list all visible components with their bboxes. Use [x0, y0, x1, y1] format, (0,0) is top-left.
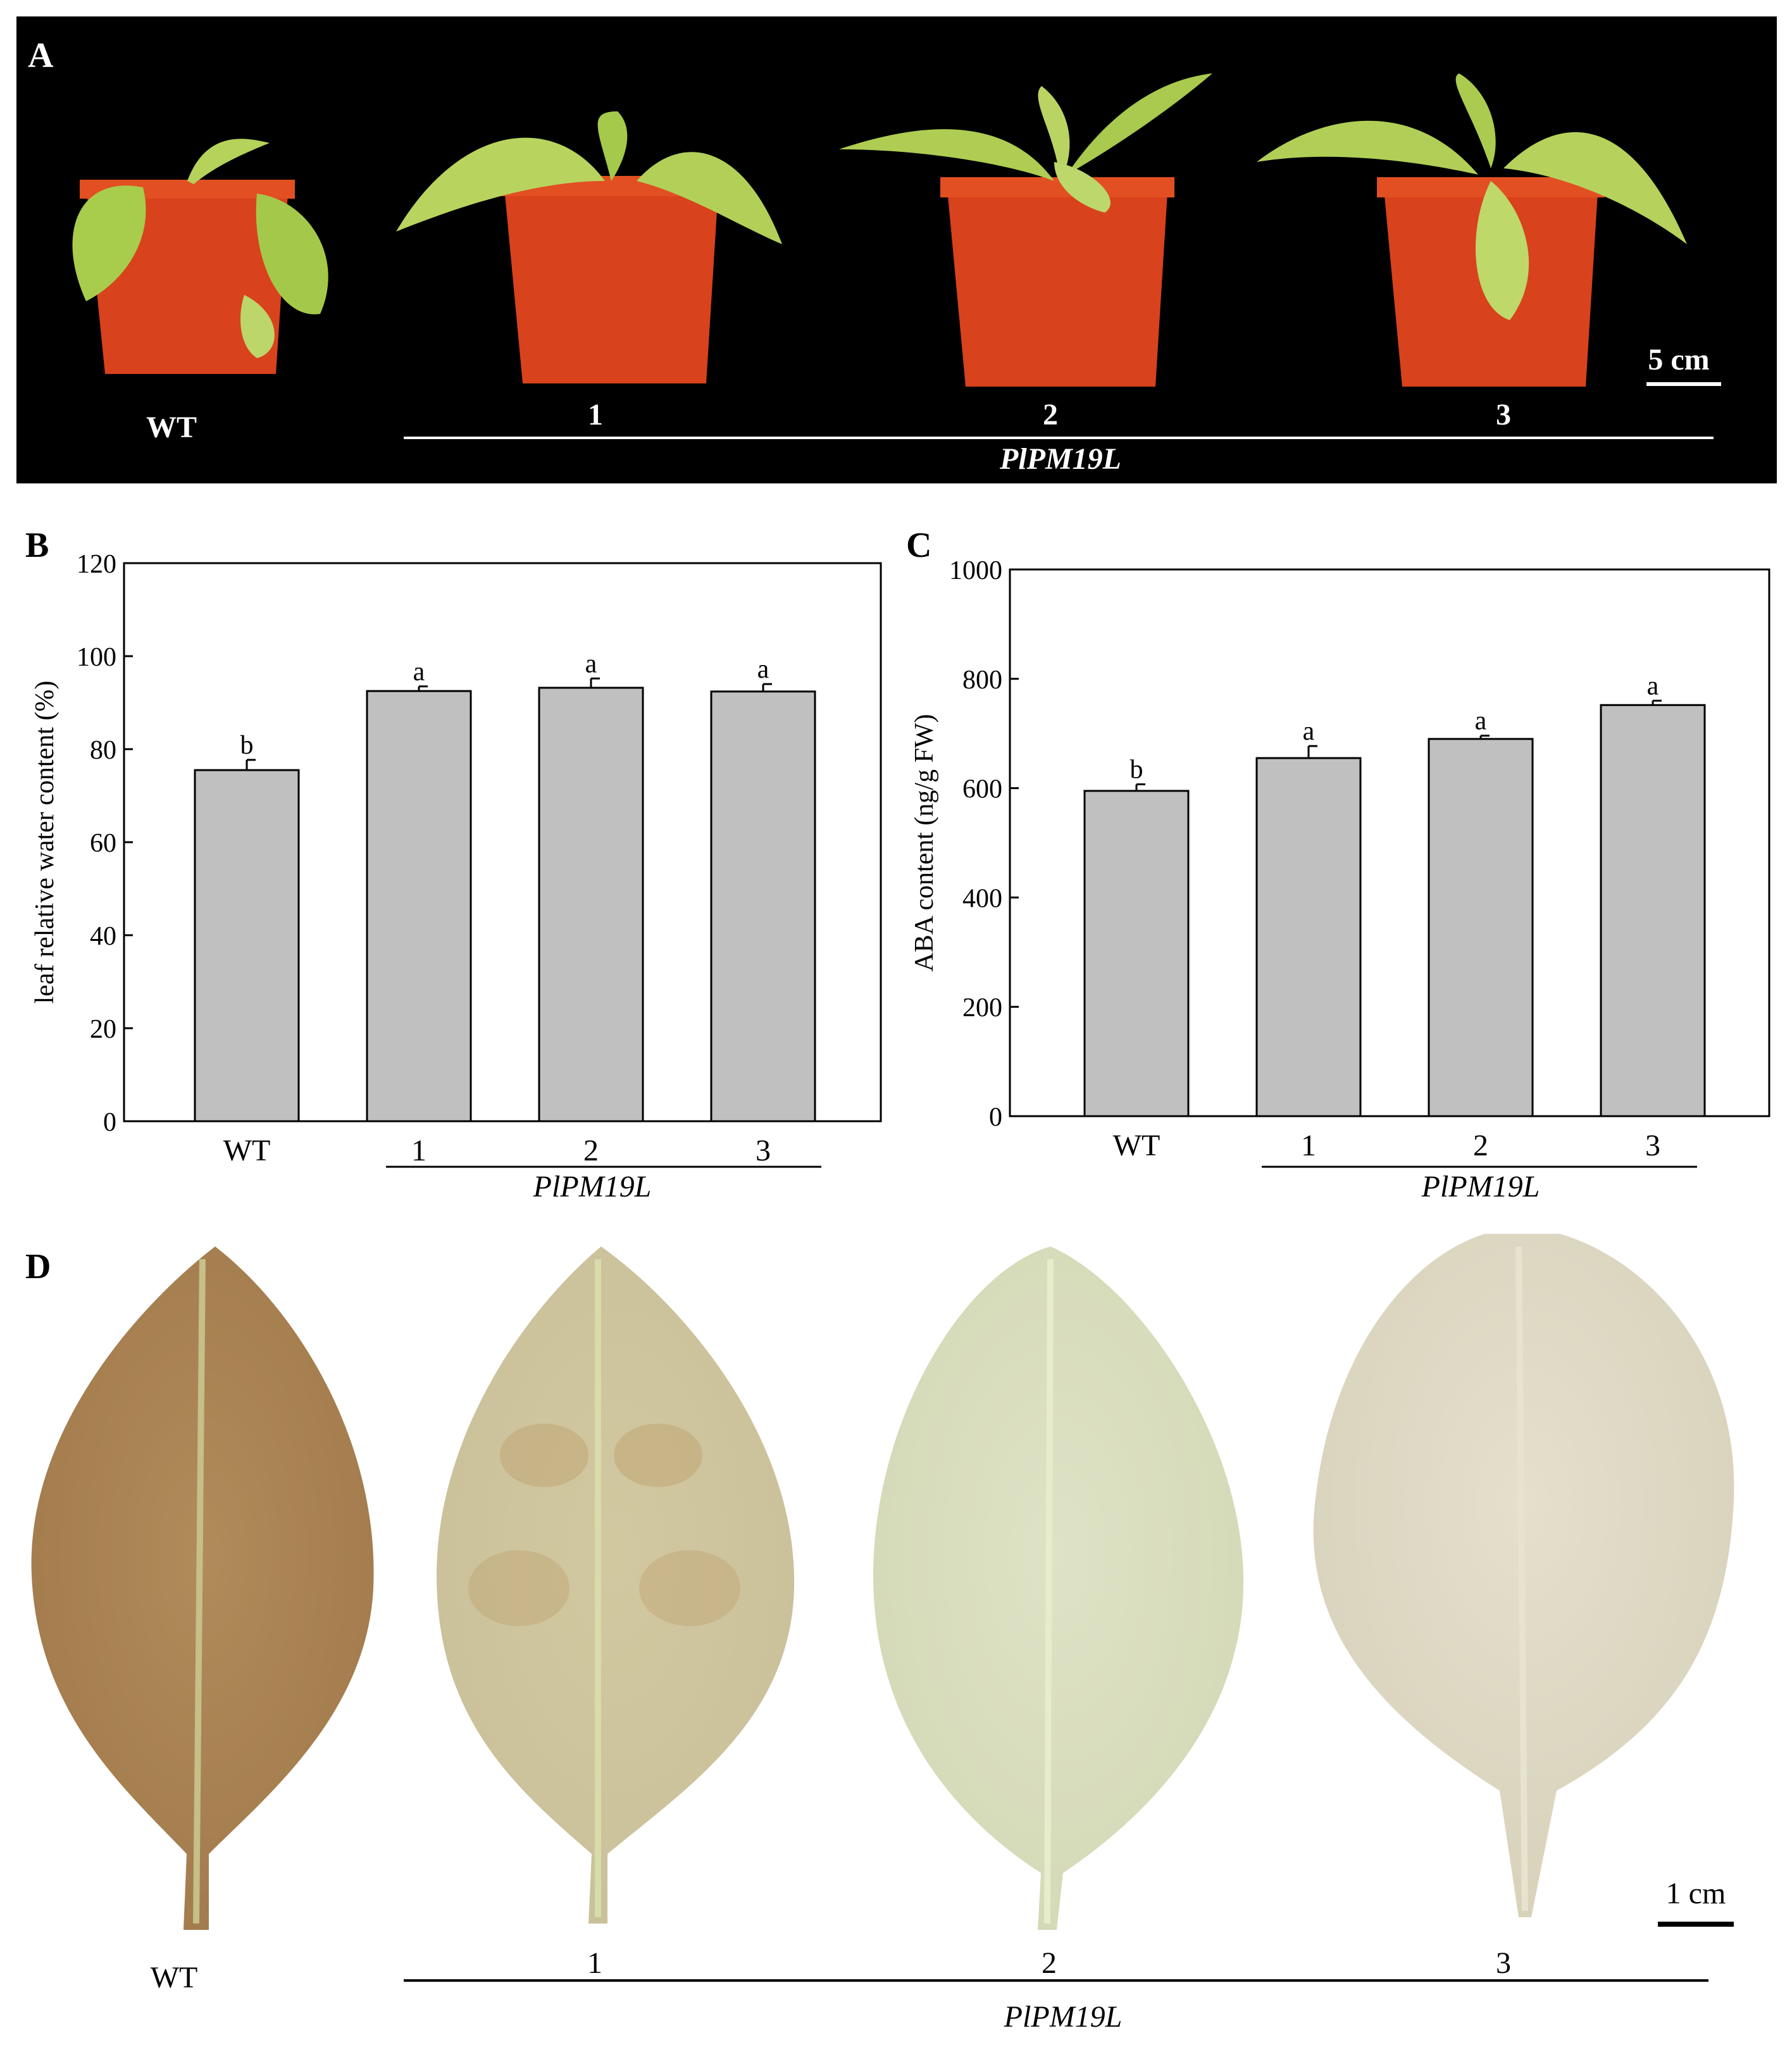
b-significance-label: a	[413, 657, 425, 687]
panel-d-line1-label: 1	[587, 1946, 602, 1980]
c-ytick-label: 600	[962, 775, 1002, 804]
b-ytick-label: 120	[77, 550, 116, 579]
b-significance-label: a	[757, 655, 769, 684]
b-category-label: WT	[223, 1134, 271, 1167]
panel-c-y-label: ABA content (ng/g FW)	[910, 714, 939, 971]
c-bar	[1255, 757, 1362, 1117]
c-ytick-label: 0	[989, 1103, 1002, 1132]
c-category-label: WT	[1113, 1129, 1160, 1162]
c-ytick-label: 1000	[949, 556, 1002, 585]
panel-a-line3-label: 3	[1496, 398, 1511, 432]
panel-a-group-line	[404, 437, 1714, 439]
panel-b-y-label: leaf relative water content (%)	[30, 681, 59, 1004]
line2-plant	[839, 73, 1212, 387]
panel-c-frame	[1009, 568, 1770, 1117]
panel-b-bars: b a a a	[194, 649, 816, 1122]
c-ytick-label: 800	[962, 666, 1002, 695]
panel-c-x-axis: WT 1 2 3	[1113, 1129, 1660, 1162]
panel-a-letter: A	[28, 36, 54, 75]
panel-b-letter: B	[25, 526, 49, 565]
line3-leaf	[1313, 1234, 1734, 1917]
panel-b-y-axis: 0 20 40 60 80 100 120	[77, 550, 133, 1137]
panel-a-scale-label: 5 cm	[1648, 343, 1710, 376]
panel-c-bars: b a a a	[1083, 671, 1706, 1117]
b-ytick-label: 80	[90, 736, 116, 765]
leaf-photo-illustration	[31, 1234, 1734, 1930]
panel-a-wt-label: WT	[146, 411, 197, 444]
panel-b-group-label: PlPM19L	[533, 1170, 652, 1203]
c-bar	[1600, 704, 1706, 1117]
b-significance-label: b	[240, 731, 254, 760]
c-significance-label: a	[1303, 717, 1315, 746]
panel-c-letter: C	[906, 526, 932, 565]
panel-a-line2-label: 2	[1043, 398, 1058, 432]
c-significance-label: a	[1475, 707, 1487, 736]
c-bar	[1428, 738, 1534, 1117]
panel-d-wt-label: WT	[150, 1961, 198, 1994]
b-bar	[194, 769, 300, 1122]
b-bar	[710, 690, 816, 1122]
c-ytick-label: 200	[962, 993, 1002, 1023]
wt-leaf	[31, 1247, 374, 1930]
c-category-label: 2	[1473, 1129, 1488, 1162]
line2-leaf	[873, 1247, 1244, 1930]
b-bar	[538, 687, 644, 1122]
b-category-label: 1	[411, 1134, 426, 1167]
b-ytick-label: 60	[90, 829, 116, 858]
panel-b-chart: 0 20 40 60 80 100 120 b a a a leaf relative water…	[30, 550, 882, 1168]
c-bar	[1083, 790, 1190, 1117]
panel-a-photo: A	[16, 16, 1777, 483]
panel-a-line1-label: 1	[588, 398, 603, 432]
panel-d-scale-label: 1 cm	[1665, 1877, 1726, 1910]
b-ytick-label: 100	[77, 643, 116, 672]
panel-d-line2-label: 2	[1042, 1946, 1057, 1980]
panel-d-line3-label: 3	[1496, 1946, 1511, 1980]
c-significance-label: a	[1647, 671, 1659, 700]
panel-c-group-label: PlPM19L	[1421, 1170, 1540, 1203]
b-category-label: 2	[583, 1134, 599, 1167]
line1-plant	[396, 111, 782, 383]
line3-plant	[1257, 73, 1687, 387]
panel-a-scale-bar	[1646, 382, 1721, 386]
panel-a-group-label: PlPM19L	[1000, 442, 1121, 476]
c-category-label: 3	[1645, 1129, 1660, 1162]
plant-photo-illustration	[72, 73, 1687, 387]
b-ytick-label: 20	[90, 1015, 116, 1044]
b-ytick-label: 0	[103, 1108, 116, 1137]
wt-plant	[72, 139, 328, 374]
panel-d-group-label: PlPM19L	[1004, 2000, 1123, 2034]
b-ytick-label: 40	[90, 922, 116, 951]
line1-leaf	[437, 1247, 795, 1924]
b-significance-label: a	[585, 649, 597, 678]
b-bar	[366, 690, 472, 1122]
panel-d-group-line	[404, 1979, 1708, 1982]
c-significance-label: b	[1130, 756, 1143, 785]
c-ytick-label: 400	[962, 884, 1002, 913]
panel-d-letter: D	[25, 1247, 51, 1286]
c-category-label: 1	[1301, 1129, 1316, 1162]
panel-b-x-axis: WT 1 2 3	[223, 1134, 771, 1167]
b-category-label: 3	[756, 1134, 771, 1167]
panel-c-y-axis: 0 200 400 600 800 1000	[949, 556, 1019, 1132]
panel-d-scale-bar	[1658, 1922, 1734, 1927]
panel-c-chart: 0 200 400 600 800 1000 b a a a ABA content (ng/g…	[910, 556, 1770, 1168]
